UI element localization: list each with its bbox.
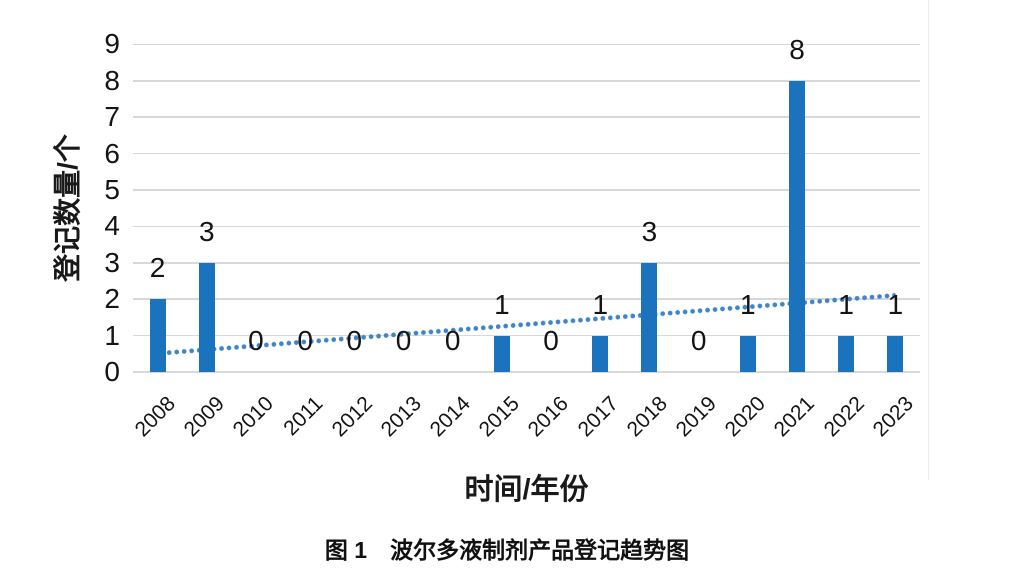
gridline-y3 xyxy=(133,262,920,264)
y-tick-label-8: 8 xyxy=(104,64,120,96)
bar-2018 xyxy=(641,262,658,372)
data-label-2011: 0 xyxy=(297,325,313,356)
data-label-2016: 0 xyxy=(543,325,559,356)
data-label-2014: 0 xyxy=(444,325,461,356)
gridline-y8 xyxy=(133,80,920,82)
x-tick-label-2018: 2018 xyxy=(622,392,672,442)
x-tick-label-2011: 2011 xyxy=(279,392,328,441)
x-tick-label-2013: 2013 xyxy=(376,392,426,442)
gridline-y6 xyxy=(133,152,920,155)
x-tick-label-2015: 2015 xyxy=(474,392,525,442)
data-label-2019: 0 xyxy=(690,325,707,356)
x-tick-label-2021: 2021 xyxy=(769,392,820,442)
y-tick-label-5: 5 xyxy=(104,174,120,205)
chart-object-right-border xyxy=(928,0,929,480)
data-label-2008: 2 xyxy=(149,252,166,284)
data-label-2022: 1 xyxy=(838,288,854,320)
bar-2021 xyxy=(789,80,806,372)
x-tick-label-2012: 2012 xyxy=(327,392,377,442)
gridline-y9 xyxy=(133,43,920,46)
data-label-2009: 3 xyxy=(198,215,215,247)
x-tick-label-2022: 2022 xyxy=(819,392,869,442)
gridline-y2 xyxy=(133,298,920,300)
x-tick-label-2014: 2014 xyxy=(425,392,475,442)
bar-2008 xyxy=(149,299,166,372)
bar-2020 xyxy=(739,335,756,372)
x-tick-label-2009: 2009 xyxy=(179,392,230,442)
data-label-2010: 0 xyxy=(248,325,264,356)
y-tick-label-7: 7 xyxy=(104,101,120,133)
data-label-2012: 0 xyxy=(346,325,363,356)
y-tick-label-6: 6 xyxy=(104,137,120,169)
x-tick-label-2016: 2016 xyxy=(524,392,574,442)
x-tick-label-2008: 2008 xyxy=(130,392,180,442)
x-tick-label-2023: 2023 xyxy=(868,392,918,442)
bar-2017 xyxy=(592,335,609,372)
data-label-2020: 1 xyxy=(740,288,756,320)
y-tick-label-0: 0 xyxy=(104,356,120,387)
data-label-2023: 1 xyxy=(887,288,904,320)
data-label-2017: 1 xyxy=(592,288,609,320)
data-label-2015: 1 xyxy=(494,288,510,320)
data-label-2013: 0 xyxy=(395,325,412,356)
y-tick-label-2: 2 xyxy=(104,283,120,315)
bar-2022 xyxy=(838,335,855,372)
x-tick-label-2020: 2020 xyxy=(720,392,771,442)
x-tick-label-2019: 2019 xyxy=(671,392,721,442)
gridline-y0 xyxy=(133,371,920,373)
bar-2015 xyxy=(493,335,510,372)
figure-caption: 图 1 波尔多液制剂产品登记趋势图 xyxy=(324,537,690,563)
gridline-y7 xyxy=(133,116,920,118)
x-tick-label-2010: 2010 xyxy=(228,392,279,442)
bar-2009 xyxy=(198,262,215,372)
x-tick-label-2017: 2017 xyxy=(573,392,623,442)
x-axis-title: 时间/年份 xyxy=(464,474,589,506)
bar-2023 xyxy=(887,335,904,372)
gridline-y1 xyxy=(133,334,920,337)
y-tick-label-4: 4 xyxy=(104,210,120,242)
y-tick-label-9: 9 xyxy=(104,28,120,60)
data-label-2021: 8 xyxy=(789,33,805,65)
y-tick-label-1: 1 xyxy=(104,319,120,351)
gridline-y4 xyxy=(133,225,920,228)
y-tick-label-3: 3 xyxy=(104,246,120,278)
gridline-y5 xyxy=(133,189,920,191)
data-label-2018: 3 xyxy=(641,215,658,247)
